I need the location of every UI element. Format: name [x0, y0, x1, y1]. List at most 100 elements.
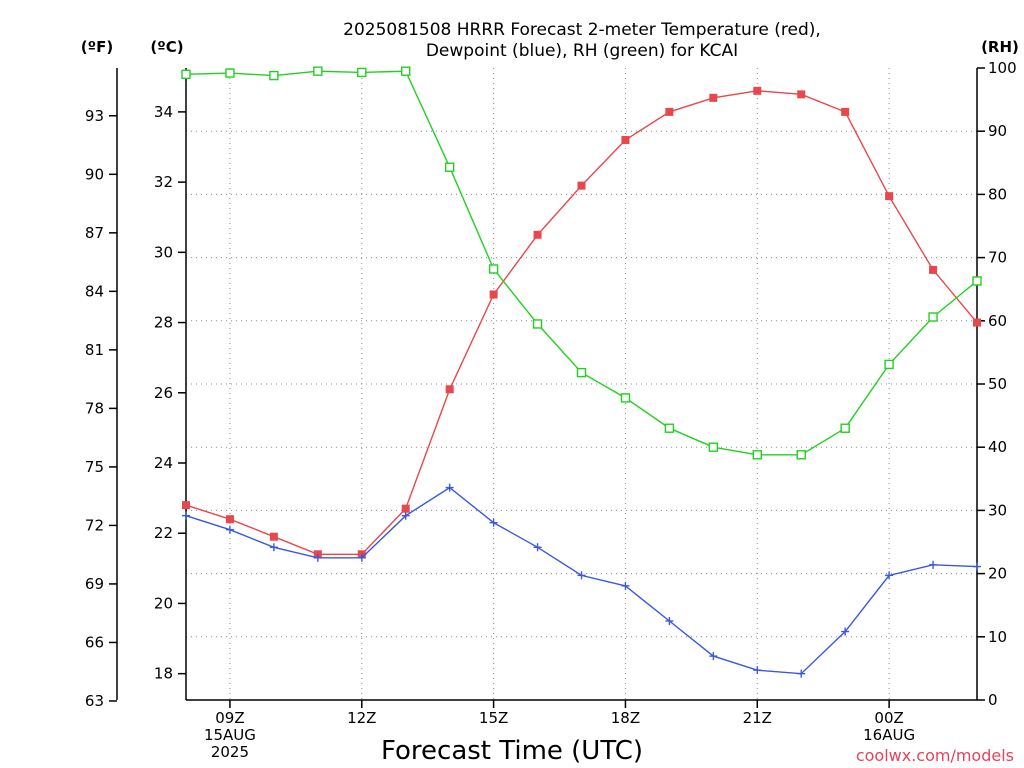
data-point: [445, 483, 454, 492]
data-point: [533, 543, 542, 552]
fahrenheit-tick-label: 84: [85, 282, 104, 300]
data-point: [665, 617, 674, 625]
fahrenheit-tick-label: 87: [85, 224, 104, 242]
data-point: [796, 450, 806, 460]
data-point: [753, 86, 762, 95]
data-point: [577, 181, 586, 190]
credit-text: coolwx.com/models: [856, 746, 1014, 765]
rh-tick-label: 80: [988, 185, 1007, 203]
data-point: [445, 385, 454, 394]
data-point: [181, 69, 191, 80]
fahrenheit-tick-label: 69: [85, 575, 104, 593]
data-point: [532, 319, 543, 329]
celsius-tick-label: 18: [154, 665, 173, 683]
celsius-tick-label: 20: [154, 594, 173, 612]
x-tick-label: 00Z: [874, 709, 903, 727]
data-point: [225, 68, 235, 78]
data-point: [489, 518, 498, 527]
data-series: [181, 66, 982, 678]
fahrenheit-tick-label: 72: [85, 516, 104, 534]
series-rh: [181, 66, 982, 460]
data-point: [620, 393, 631, 403]
data-point: [533, 230, 542, 239]
rh-tick-label: 30: [988, 501, 1007, 519]
chart-title-line1: 2025081508 HRRR Forecast 2-meter Tempera…: [343, 20, 821, 40]
data-point: [665, 107, 674, 116]
rh-tick-label: 0: [988, 691, 998, 709]
series-dewpoint: [182, 483, 981, 678]
data-point: [752, 450, 762, 460]
x-tick-label: 12Z: [347, 709, 376, 727]
axes: 18 20 22 24 26 28 30 32 34 63 66 69 72 75 78 81 84 87 90 93…: [85, 59, 1017, 710]
data-point: [357, 553, 366, 562]
fahrenheit-tick-label: 66: [85, 633, 104, 651]
data-point: [797, 669, 806, 678]
data-point: [840, 423, 850, 433]
rh-tick-label: 10: [988, 628, 1007, 646]
data-point: [973, 562, 981, 571]
data-point: [709, 652, 718, 661]
data-point: [885, 571, 894, 580]
celsius-tick-label: 22: [154, 524, 173, 542]
series-line: [185, 486, 978, 675]
x-tick-label: 21Z: [743, 709, 772, 727]
series-line: [185, 90, 978, 555]
data-point: [313, 66, 323, 76]
fahrenheit-tick-label: 93: [85, 107, 104, 125]
x-tick-label: 15Z: [479, 709, 508, 727]
data-point: [269, 70, 279, 81]
data-point: [708, 442, 719, 452]
data-point: [401, 66, 411, 76]
data-point: [401, 511, 410, 520]
data-point: [929, 560, 938, 569]
series-line: [185, 70, 978, 456]
celsius-tick-label: 30: [154, 243, 173, 261]
celsius-tick-label: 24: [154, 454, 173, 472]
data-point: [357, 67, 367, 78]
data-point: [621, 581, 630, 590]
data-point: [928, 312, 938, 322]
x-tick-label: 18Z: [611, 709, 640, 727]
data-point: [841, 107, 850, 116]
data-point: [929, 265, 938, 274]
rh-tick-label: 20: [988, 565, 1007, 583]
x-tick-label: 09Z: [215, 709, 244, 727]
data-point: [621, 135, 630, 144]
celsius-tick-label: 26: [154, 384, 173, 402]
data-point: [269, 543, 278, 552]
celsius-tick-label: 34: [154, 103, 173, 121]
fahrenheit-tick-label: 81: [85, 341, 104, 359]
fahrenheit-tick-label: 63: [85, 692, 104, 710]
rh-tick-label: 40: [988, 438, 1007, 456]
fahrenheit-tick-label: 90: [85, 165, 104, 183]
data-point: [885, 192, 894, 201]
data-point: [797, 90, 806, 99]
fahrenheit-tick-label: 75: [85, 458, 104, 476]
data-point: [488, 264, 499, 274]
data-point: [884, 359, 894, 370]
x-tick-label: 15AUG: [204, 726, 256, 744]
rh-tick-label: 90: [988, 122, 1007, 140]
celsius-unit-label: (ºC): [150, 38, 183, 56]
data-point: [401, 504, 410, 513]
grid-lines: [186, 68, 977, 700]
data-point: [225, 515, 234, 524]
data-point: [973, 318, 981, 327]
data-point: [182, 501, 190, 510]
data-point: [182, 511, 190, 520]
data-point: [444, 162, 455, 172]
data-point: [972, 276, 982, 286]
rh-unit-label: (RH): [981, 38, 1019, 56]
fahrenheit-tick-label: 78: [85, 399, 104, 417]
fahrenheit-unit-label: (ºF): [81, 38, 113, 56]
celsius-tick-label: 32: [154, 173, 173, 191]
rh-tick-label: 60: [988, 312, 1007, 330]
data-point: [753, 666, 762, 675]
x-axis-label: Forecast Time (UTC): [381, 736, 643, 766]
data-point: [841, 627, 850, 636]
series-temperature: [182, 86, 981, 559]
x-tick-label: 16AUG: [863, 726, 915, 744]
data-point: [576, 367, 587, 378]
